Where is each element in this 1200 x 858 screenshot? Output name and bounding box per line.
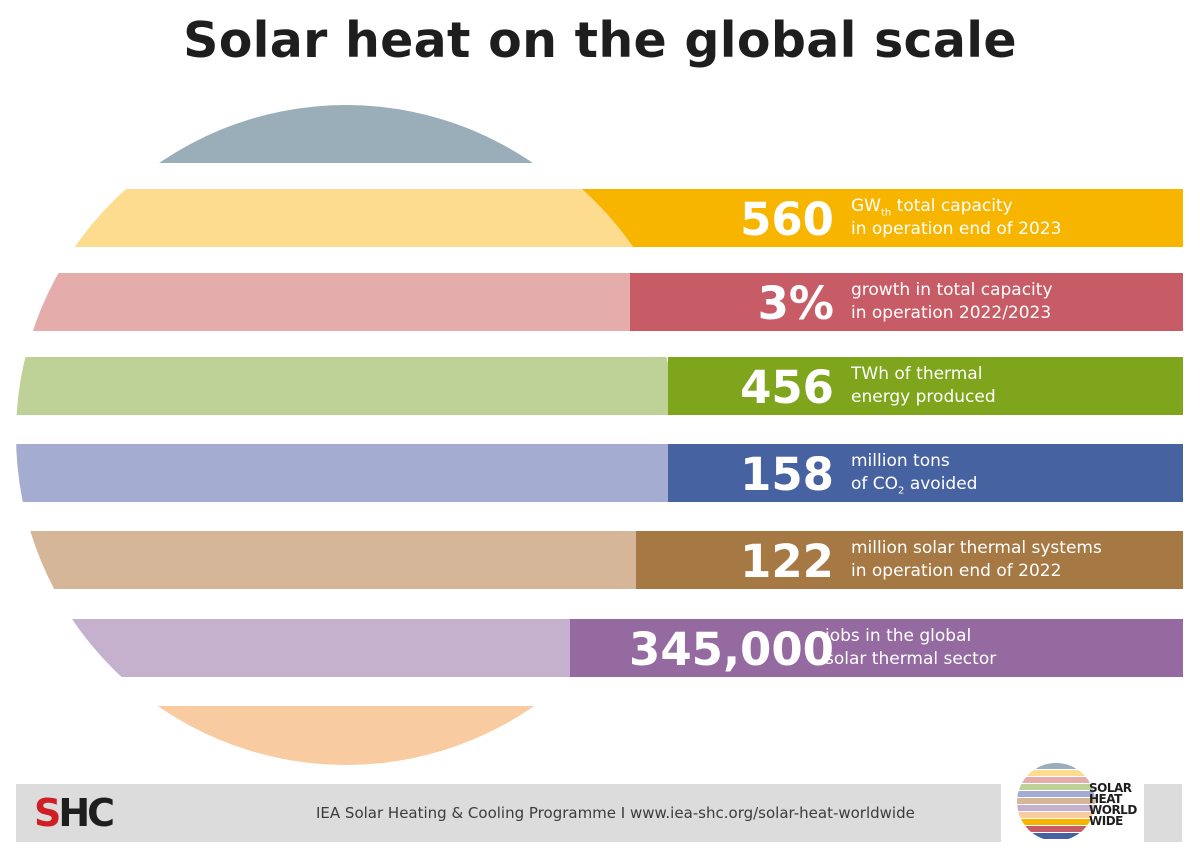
globe-band	[16, 619, 676, 677]
logo-ball-stripe	[1017, 777, 1095, 783]
stat-line-1: jobs in the global	[825, 626, 972, 646]
globe-bottom-cap	[16, 706, 676, 765]
stat-bar	[570, 619, 1183, 677]
stat-description: million solar thermal systems in operatio…	[851, 537, 1102, 583]
stat-value: 122	[740, 535, 834, 588]
shc-logo-hc: HC	[58, 791, 115, 835]
logo-ball-stripe	[1017, 763, 1095, 769]
stat-description: GWth total capacity in operation end of 2…	[851, 195, 1061, 241]
globe-band	[16, 444, 676, 502]
band-arc-edge	[565, 189, 634, 247]
footer-text[interactable]: IEA Solar Heating & Cooling Programme I …	[316, 804, 915, 822]
stat-bar	[630, 273, 1183, 331]
logo-ball-stripe	[1017, 812, 1095, 818]
globe-band	[16, 273, 676, 331]
stat-line-2: of CO2 avoided	[851, 474, 978, 497]
stat-line-1: GWth total capacity	[851, 196, 1013, 219]
stat-bar	[668, 357, 1183, 415]
logo-ball-stripe	[1017, 770, 1095, 776]
stat-value: 456	[740, 361, 834, 414]
solar-heat-worldwide-logo[interactable]: SOLAR HEAT WORLD WIDE	[1001, 757, 1144, 849]
stat-description: growth in total capacity in operation 202…	[851, 279, 1053, 325]
stat-value: 3%	[757, 277, 834, 330]
logo-word: SOLAR	[1089, 781, 1132, 795]
stat-description: TWh of thermal energy produced	[851, 363, 996, 409]
logo-word: WORLD	[1089, 803, 1137, 817]
logo-ball-stripe	[1017, 791, 1095, 797]
logo-ball-stripe	[1017, 833, 1095, 839]
stat-line-1: TWh of thermal	[851, 364, 983, 384]
stat-value: 560	[740, 193, 834, 246]
logo-word: HEAT	[1089, 792, 1122, 806]
logo-word: WIDE	[1089, 814, 1123, 828]
logo-ball-stripe	[1017, 798, 1095, 804]
stat-description: jobs in the global solar thermal sector	[825, 625, 996, 671]
stat-line-2: in operation 2022/2023	[851, 303, 1052, 323]
stat-description: million tons of CO2 avoided	[851, 450, 977, 496]
stat-value: 158	[740, 448, 834, 501]
stat-line-2: solar thermal sector	[825, 649, 997, 669]
stat-line-2: in operation end of 2022	[851, 561, 1062, 581]
logo-ball-stripe	[1017, 826, 1095, 832]
globe-band	[16, 531, 676, 589]
logo-text: SOLAR HEAT WORLD WIDE	[1089, 781, 1137, 828]
stat-line-1: growth in total capacity	[851, 280, 1053, 300]
stat-line-2: energy produced	[851, 387, 996, 407]
stat-bar	[668, 444, 1183, 502]
stat-bar	[636, 531, 1183, 589]
page-title: Solar heat on the global scale	[183, 12, 1017, 69]
logo-ball-stripe	[1017, 805, 1095, 811]
globe-band	[16, 357, 676, 415]
stat-line-1: million tons	[851, 451, 950, 471]
logo-ball-stripe	[1017, 784, 1095, 790]
globe-top-cap	[16, 105, 676, 163]
shc-logo[interactable]: SHC	[34, 791, 115, 835]
stat-line-1: million solar thermal systems	[851, 538, 1102, 558]
stat-bar	[565, 189, 1183, 247]
stat-line-2: in operation end of 2023	[851, 219, 1062, 239]
shc-logo-s: S	[34, 791, 61, 835]
stat-value: 345,000	[629, 623, 834, 676]
logo-ball-icon	[1017, 763, 1095, 841]
logo-ball-stripe	[1017, 819, 1095, 825]
footer: SHC IEA Solar Heating & Cooling Programm…	[16, 784, 1182, 842]
